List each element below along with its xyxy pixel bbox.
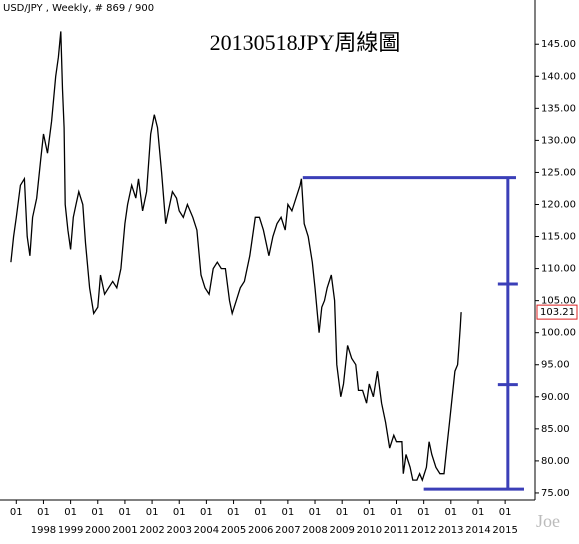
last-price-label: 103.21 <box>540 307 575 318</box>
header: USD/JPY , Weekly, # 869 / 900 <box>3 3 154 14</box>
x-tick-month: 01 <box>390 507 403 518</box>
y-tick-label: 125.00 <box>541 167 576 178</box>
x-tick-month: 01 <box>254 507 267 518</box>
x-tick-month: 01 <box>444 507 457 518</box>
x-tick-month: 01 <box>10 507 23 518</box>
x-tick-label: 1998 <box>31 525 56 536</box>
x-tick-label: 2001 <box>112 525 137 536</box>
x-tick-month: 01 <box>336 507 349 518</box>
x-tick-label: 2008 <box>302 525 327 536</box>
y-tick-label: 100.00 <box>541 328 576 339</box>
x-tick-label: 2011 <box>384 525 409 536</box>
x-tick-label: 2005 <box>221 525 246 536</box>
x-tick-label: 2007 <box>275 525 300 536</box>
y-tick-label: 95.00 <box>541 360 570 371</box>
y-tick-label: 80.00 <box>541 456 570 467</box>
x-tick-label: 2004 <box>194 525 219 536</box>
x-tick-label: 2015 <box>492 525 517 536</box>
y-tick-label: 145.00 <box>541 39 576 50</box>
x-tick-month: 01 <box>173 507 186 518</box>
y-tick-label: 120.00 <box>541 199 576 210</box>
y-tick-label: 140.00 <box>541 71 576 82</box>
y-tick-label: 90.00 <box>541 392 570 403</box>
x-tick-month: 01 <box>64 507 77 518</box>
chart-title: 20130518JPY周線圖 <box>210 30 401 55</box>
watermark: Joe <box>536 511 560 531</box>
x-tick-month: 01 <box>363 507 376 518</box>
x-tick-month: 01 <box>91 507 104 518</box>
x-tick-label: 1999 <box>58 525 83 536</box>
y-tick-label: 135.00 <box>541 103 576 114</box>
x-tick-month: 01 <box>472 507 485 518</box>
x-tick-label: 2012 <box>411 525 436 536</box>
x-tick-month: 01 <box>309 507 322 518</box>
x-tick-label: 2003 <box>167 525 192 536</box>
x-tick-label: 2006 <box>248 525 273 536</box>
y-tick-label: 75.00 <box>541 488 570 499</box>
x-tick-label: 2010 <box>357 525 382 536</box>
x-tick-month: 01 <box>499 507 512 518</box>
x-tick-label: 2014 <box>465 525 490 536</box>
y-tick-label: 105.00 <box>541 296 576 307</box>
price-line <box>10 31 462 482</box>
y-tick-label: 130.00 <box>541 135 576 146</box>
x-tick-label: 2002 <box>139 525 164 536</box>
last-price-box <box>536 304 578 320</box>
x-tick-label: 2000 <box>85 525 110 536</box>
y-tick-label: 110.00 <box>541 264 576 275</box>
x-tick-month: 01 <box>417 507 430 518</box>
x-tick-month: 01 <box>37 507 50 518</box>
x-tick-month: 01 <box>200 507 213 518</box>
y-tick-label: 85.00 <box>541 424 570 435</box>
x-tick-month: 01 <box>146 507 159 518</box>
x-tick-month: 01 <box>282 507 295 518</box>
x-tick-month: 01 <box>119 507 132 518</box>
x-tick-label: 2009 <box>329 525 354 536</box>
y-tick-label: 115.00 <box>541 232 576 243</box>
x-tick-month: 01 <box>227 507 240 518</box>
x-tick-label: 2013 <box>438 525 463 536</box>
